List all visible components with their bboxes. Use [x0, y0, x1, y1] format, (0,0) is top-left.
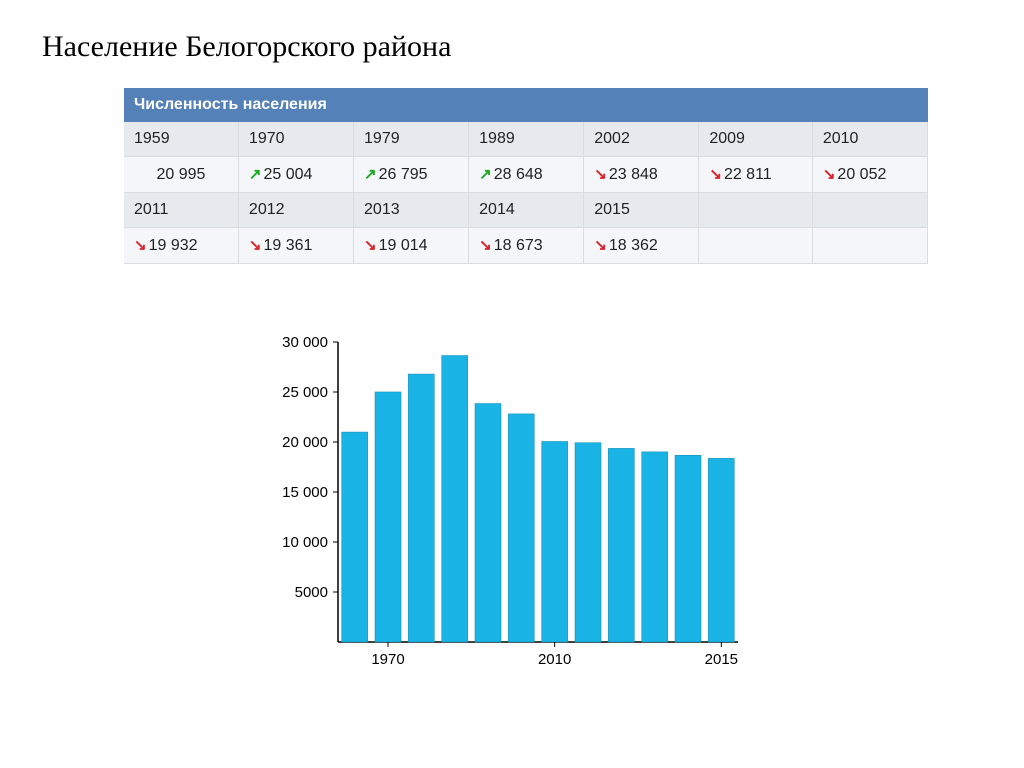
bar — [542, 441, 568, 642]
value-text: 19 361 — [264, 237, 313, 254]
value-cell: ↗28 648 — [469, 157, 584, 193]
value-cell: ↘19 361 — [238, 228, 353, 264]
value-text: 19 932 — [149, 237, 198, 254]
trend-up-icon: ↗ — [249, 165, 262, 183]
year-cell: 1979 — [354, 122, 469, 157]
table-value-row: ↘19 932↘19 361↘19 014↘18 673↘18 362 — [124, 228, 928, 264]
value-text: 20 052 — [837, 166, 886, 183]
value-cell: 20 995 — [124, 157, 238, 193]
value-text: 28 648 — [494, 166, 543, 183]
value-cell: ↘18 362 — [584, 228, 699, 264]
trend-up-icon: ↗ — [479, 165, 492, 183]
year-cell — [699, 193, 812, 228]
value-text: 20 995 — [156, 166, 205, 183]
population-table: Численность населения 195919701979198920… — [124, 88, 928, 264]
year-cell: 2011 — [124, 193, 238, 228]
xtick-label: 1970 — [371, 651, 404, 668]
trend-down-icon: ↘ — [823, 165, 836, 183]
value-cell: ↗26 795 — [354, 157, 469, 193]
table-header: Численность населения — [124, 88, 928, 122]
value-cell: ↘18 673 — [469, 228, 584, 264]
value-cell: ↗25 004 — [238, 157, 353, 193]
bar — [642, 452, 668, 642]
year-cell: 2013 — [354, 193, 469, 228]
value-cell — [699, 228, 812, 264]
value-text: 23 848 — [609, 166, 658, 183]
trend-down-icon: ↘ — [594, 236, 607, 254]
page-title: Население Белогорского района — [42, 30, 451, 64]
year-cell: 1970 — [238, 122, 353, 157]
table-year-row: 20112012201320142015 — [124, 193, 928, 228]
value-cell: ↘19 932 — [124, 228, 238, 264]
year-cell: 1959 — [124, 122, 238, 157]
ytick-label: 30 000 — [282, 334, 328, 351]
value-text: 25 004 — [264, 166, 313, 183]
year-cell: 2015 — [584, 193, 699, 228]
bar — [475, 404, 501, 642]
bar — [575, 443, 601, 642]
ytick-label: 5000 — [295, 584, 328, 601]
year-cell: 2009 — [699, 122, 812, 157]
value-text: 22 811 — [724, 166, 772, 183]
xtick-label: 2010 — [538, 651, 571, 668]
trend-down-icon: ↘ — [134, 236, 147, 254]
value-cell — [812, 228, 927, 264]
value-text: 19 014 — [379, 237, 428, 254]
xtick-label: 2015 — [705, 651, 738, 668]
bar — [375, 392, 401, 642]
year-cell: 2010 — [812, 122, 927, 157]
bar — [442, 356, 468, 642]
value-text: 18 362 — [609, 237, 658, 254]
trend-down-icon: ↘ — [594, 165, 607, 183]
year-cell: 2012 — [238, 193, 353, 228]
value-cell: ↘20 052 — [812, 157, 927, 193]
year-cell: 2002 — [584, 122, 699, 157]
trend-up-icon: ↗ — [364, 165, 377, 183]
table-value-row: 20 995↗25 004↗26 795↗28 648↘23 848↘22 81… — [124, 157, 928, 193]
ytick-label: 15 000 — [282, 484, 328, 501]
bar — [675, 455, 701, 642]
value-cell: ↘22 811 — [699, 157, 812, 193]
bar — [708, 458, 734, 642]
bar — [342, 432, 368, 642]
trend-down-icon: ↘ — [479, 236, 492, 254]
bar — [508, 414, 534, 642]
value-text: 18 673 — [494, 237, 543, 254]
table-year-row: 1959197019791989200220092010 — [124, 122, 928, 157]
year-cell: 2014 — [469, 193, 584, 228]
ytick-label: 20 000 — [282, 434, 328, 451]
value-text: 26 795 — [379, 166, 428, 183]
year-cell: 1989 — [469, 122, 584, 157]
value-cell: ↘23 848 — [584, 157, 699, 193]
value-cell: ↘19 014 — [354, 228, 469, 264]
ytick-label: 25 000 — [282, 384, 328, 401]
bar — [608, 448, 634, 642]
ytick-label: 10 000 — [282, 534, 328, 551]
trend-down-icon: ↘ — [249, 236, 262, 254]
population-chart: 5000 10 000 15 000 20 000 25 000 30 000 1970 20… — [266, 330, 756, 678]
year-cell — [812, 193, 927, 228]
trend-down-icon: ↘ — [364, 236, 377, 254]
trend-down-icon: ↘ — [709, 165, 722, 183]
bar — [408, 374, 434, 642]
